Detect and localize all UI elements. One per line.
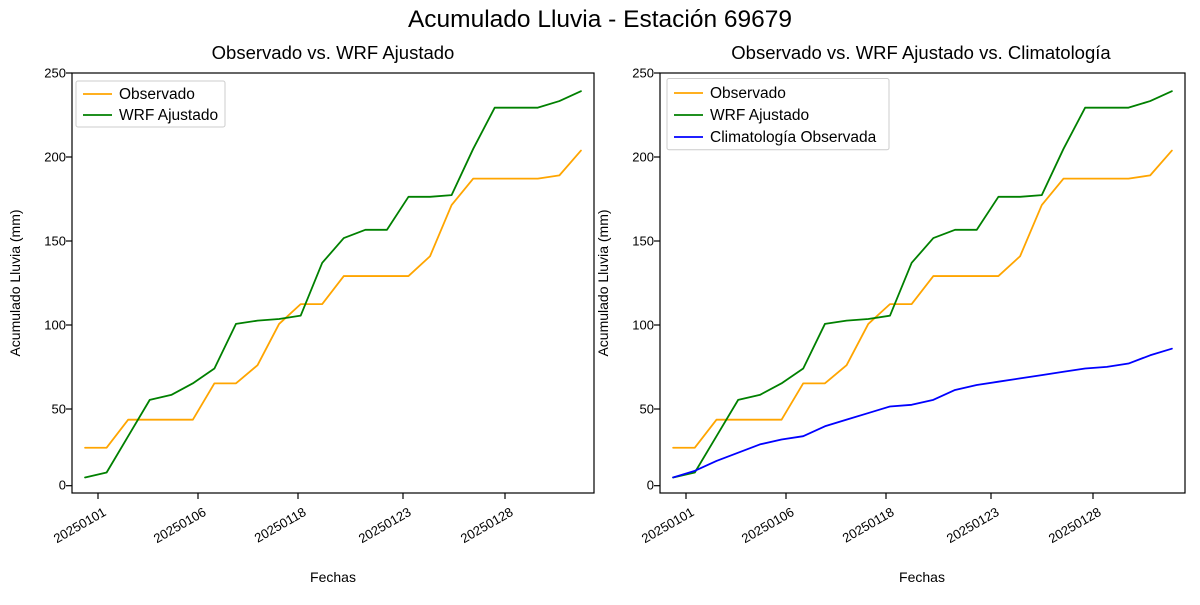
svg-text:Acumulado Lluvia (mm): Acumulado Lluvia (mm) [7, 209, 23, 356]
svg-text:20250106: 20250106 [739, 504, 797, 546]
svg-text:20250123: 20250123 [356, 504, 414, 546]
svg-text:Observado vs. WRF Ajustado vs.: Observado vs. WRF Ajustado vs. Climatolo… [731, 42, 1111, 63]
svg-text:50: 50 [640, 401, 654, 416]
svg-text:Observado vs. WRF Ajustado: Observado vs. WRF Ajustado [212, 42, 455, 63]
svg-text:20250106: 20250106 [151, 504, 209, 546]
svg-text:Observado: Observado [119, 86, 195, 103]
svg-text:150: 150 [632, 233, 654, 248]
svg-text:50: 50 [52, 401, 66, 416]
svg-text:Acumulado Lluvia (mm): Acumulado Lluvia (mm) [595, 209, 611, 356]
svg-text:20250123: 20250123 [944, 504, 1002, 546]
svg-text:100: 100 [632, 317, 654, 332]
svg-text:250: 250 [44, 66, 66, 81]
svg-text:200: 200 [44, 149, 66, 164]
svg-text:150: 150 [44, 233, 66, 248]
svg-text:Observado: Observado [710, 85, 786, 102]
svg-text:Fechas: Fechas [310, 569, 356, 585]
svg-text:WRF Ajustado: WRF Ajustado [710, 107, 809, 124]
svg-text:20250128: 20250128 [1046, 504, 1104, 546]
svg-text:250: 250 [632, 66, 654, 81]
svg-text:200: 200 [632, 149, 654, 164]
svg-text:20250101: 20250101 [51, 504, 109, 546]
svg-text:20250128: 20250128 [458, 504, 516, 546]
svg-text:20250101: 20250101 [639, 504, 697, 546]
svg-text:0: 0 [647, 478, 654, 493]
svg-text:20250118: 20250118 [840, 504, 897, 545]
svg-text:WRF Ajustado: WRF Ajustado [119, 107, 218, 124]
svg-text:Climatología Observada: Climatología Observada [710, 129, 877, 146]
svg-text:20250118: 20250118 [252, 504, 309, 545]
svg-text:100: 100 [44, 317, 66, 332]
svg-text:Fechas: Fechas [899, 569, 945, 585]
svg-text:0: 0 [59, 478, 66, 493]
